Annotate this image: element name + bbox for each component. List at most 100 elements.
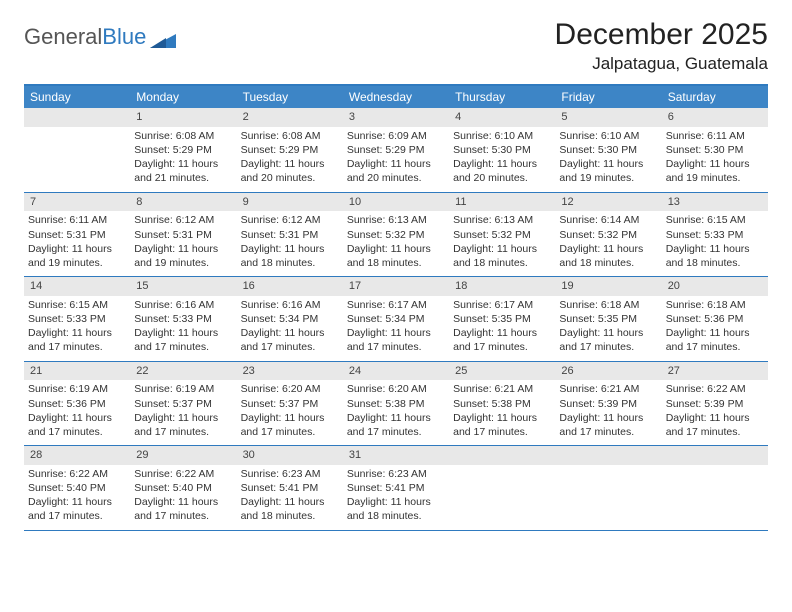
- daylight-text: Daylight: 11 hours: [28, 411, 126, 425]
- day-details: Sunrise: 6:23 AMSunset: 5:41 PMDaylight:…: [237, 465, 343, 530]
- day-details: Sunrise: 6:16 AMSunset: 5:33 PMDaylight:…: [130, 296, 236, 361]
- daylight-text: and 18 minutes.: [241, 509, 339, 523]
- day-details: Sunrise: 6:09 AMSunset: 5:29 PMDaylight:…: [343, 127, 449, 192]
- sunset-text: Sunset: 5:39 PM: [666, 397, 764, 411]
- calendar-day: 28Sunrise: 6:22 AMSunset: 5:40 PMDayligh…: [24, 446, 130, 530]
- calendar-body: 1Sunrise: 6:08 AMSunset: 5:29 PMDaylight…: [24, 108, 768, 531]
- daylight-text: Daylight: 11 hours: [347, 242, 445, 256]
- sunrise-text: Sunrise: 6:13 AM: [453, 213, 551, 227]
- sunrise-text: Sunrise: 6:23 AM: [347, 467, 445, 481]
- daylight-text: Daylight: 11 hours: [559, 157, 657, 171]
- sunrise-text: Sunrise: 6:18 AM: [666, 298, 764, 312]
- sunrise-text: Sunrise: 6:21 AM: [559, 382, 657, 396]
- day-details: Sunrise: 6:13 AMSunset: 5:32 PMDaylight:…: [449, 211, 555, 276]
- calendar-day: 16Sunrise: 6:16 AMSunset: 5:34 PMDayligh…: [237, 277, 343, 361]
- sunset-text: Sunset: 5:30 PM: [559, 143, 657, 157]
- day-number: 5: [555, 108, 661, 127]
- calendar-day: 11Sunrise: 6:13 AMSunset: 5:32 PMDayligh…: [449, 193, 555, 277]
- daylight-text: and 17 minutes.: [134, 425, 232, 439]
- calendar-day: 7Sunrise: 6:11 AMSunset: 5:31 PMDaylight…: [24, 193, 130, 277]
- daylight-text: and 18 minutes.: [559, 256, 657, 270]
- day-number: 14: [24, 277, 130, 296]
- title-block: December 2025 Jalpatagua, Guatemala: [555, 18, 768, 74]
- daylight-text: Daylight: 11 hours: [559, 326, 657, 340]
- weekday-wednesday: Wednesday: [343, 86, 449, 108]
- logo: GeneralBlue: [24, 18, 176, 50]
- day-number: 31: [343, 446, 449, 465]
- location-label: Jalpatagua, Guatemala: [555, 54, 768, 74]
- weekday-sunday: Sunday: [24, 86, 130, 108]
- daylight-text: Daylight: 11 hours: [134, 411, 232, 425]
- day-details: Sunrise: 6:18 AMSunset: 5:35 PMDaylight:…: [555, 296, 661, 361]
- daylight-text: Daylight: 11 hours: [347, 157, 445, 171]
- daylight-text: Daylight: 11 hours: [241, 411, 339, 425]
- sunrise-text: Sunrise: 6:17 AM: [453, 298, 551, 312]
- day-details: Sunrise: 6:22 AMSunset: 5:40 PMDaylight:…: [130, 465, 236, 530]
- day-number: 18: [449, 277, 555, 296]
- sunset-text: Sunset: 5:31 PM: [28, 228, 126, 242]
- sunset-text: Sunset: 5:33 PM: [28, 312, 126, 326]
- day-details: Sunrise: 6:11 AMSunset: 5:31 PMDaylight:…: [24, 211, 130, 276]
- sunrise-text: Sunrise: 6:10 AM: [453, 129, 551, 143]
- calendar-day: 21Sunrise: 6:19 AMSunset: 5:36 PMDayligh…: [24, 362, 130, 446]
- daylight-text: and 18 minutes.: [241, 256, 339, 270]
- day-details: [555, 465, 661, 473]
- daylight-text: Daylight: 11 hours: [134, 157, 232, 171]
- sunset-text: Sunset: 5:33 PM: [666, 228, 764, 242]
- sunset-text: Sunset: 5:39 PM: [559, 397, 657, 411]
- daylight-text: Daylight: 11 hours: [28, 495, 126, 509]
- sunrise-text: Sunrise: 6:09 AM: [347, 129, 445, 143]
- sunset-text: Sunset: 5:31 PM: [241, 228, 339, 242]
- calendar-day: [24, 108, 130, 192]
- calendar-week: 14Sunrise: 6:15 AMSunset: 5:33 PMDayligh…: [24, 277, 768, 362]
- sunset-text: Sunset: 5:34 PM: [347, 312, 445, 326]
- daylight-text: and 19 minutes.: [559, 171, 657, 185]
- daylight-text: and 17 minutes.: [453, 425, 551, 439]
- month-title: December 2025: [555, 18, 768, 52]
- day-number: [662, 446, 768, 465]
- day-details: Sunrise: 6:20 AMSunset: 5:38 PMDaylight:…: [343, 380, 449, 445]
- sunset-text: Sunset: 5:29 PM: [347, 143, 445, 157]
- day-details: Sunrise: 6:08 AMSunset: 5:29 PMDaylight:…: [130, 127, 236, 192]
- daylight-text: and 18 minutes.: [666, 256, 764, 270]
- daylight-text: Daylight: 11 hours: [453, 411, 551, 425]
- daylight-text: and 19 minutes.: [28, 256, 126, 270]
- sunrise-text: Sunrise: 6:08 AM: [241, 129, 339, 143]
- sunset-text: Sunset: 5:36 PM: [28, 397, 126, 411]
- sunset-text: Sunset: 5:41 PM: [241, 481, 339, 495]
- weekday-saturday: Saturday: [662, 86, 768, 108]
- calendar-day: 17Sunrise: 6:17 AMSunset: 5:34 PMDayligh…: [343, 277, 449, 361]
- sunset-text: Sunset: 5:38 PM: [347, 397, 445, 411]
- daylight-text: and 17 minutes.: [28, 340, 126, 354]
- day-number: 28: [24, 446, 130, 465]
- day-number: 7: [24, 193, 130, 212]
- daylight-text: and 17 minutes.: [241, 425, 339, 439]
- daylight-text: and 17 minutes.: [347, 425, 445, 439]
- sunrise-text: Sunrise: 6:16 AM: [241, 298, 339, 312]
- daylight-text: Daylight: 11 hours: [134, 242, 232, 256]
- logo-word2: Blue: [102, 24, 146, 50]
- daylight-text: Daylight: 11 hours: [666, 242, 764, 256]
- daylight-text: Daylight: 11 hours: [241, 495, 339, 509]
- daylight-text: Daylight: 11 hours: [453, 326, 551, 340]
- sunrise-text: Sunrise: 6:11 AM: [28, 213, 126, 227]
- weekday-header-row: Sunday Monday Tuesday Wednesday Thursday…: [24, 86, 768, 108]
- daylight-text: and 21 minutes.: [134, 171, 232, 185]
- sunrise-text: Sunrise: 6:17 AM: [347, 298, 445, 312]
- sunset-text: Sunset: 5:30 PM: [666, 143, 764, 157]
- day-details: Sunrise: 6:20 AMSunset: 5:37 PMDaylight:…: [237, 380, 343, 445]
- weekday-thursday: Thursday: [449, 86, 555, 108]
- day-number: 10: [343, 193, 449, 212]
- daylight-text: and 20 minutes.: [453, 171, 551, 185]
- sunset-text: Sunset: 5:41 PM: [347, 481, 445, 495]
- calendar-day: 18Sunrise: 6:17 AMSunset: 5:35 PMDayligh…: [449, 277, 555, 361]
- daylight-text: and 20 minutes.: [347, 171, 445, 185]
- daylight-text: and 17 minutes.: [134, 340, 232, 354]
- sunset-text: Sunset: 5:33 PM: [134, 312, 232, 326]
- day-details: [662, 465, 768, 473]
- calendar-week: 1Sunrise: 6:08 AMSunset: 5:29 PMDaylight…: [24, 108, 768, 193]
- day-number: 8: [130, 193, 236, 212]
- sunrise-text: Sunrise: 6:12 AM: [241, 213, 339, 227]
- day-details: Sunrise: 6:16 AMSunset: 5:34 PMDaylight:…: [237, 296, 343, 361]
- sunset-text: Sunset: 5:35 PM: [559, 312, 657, 326]
